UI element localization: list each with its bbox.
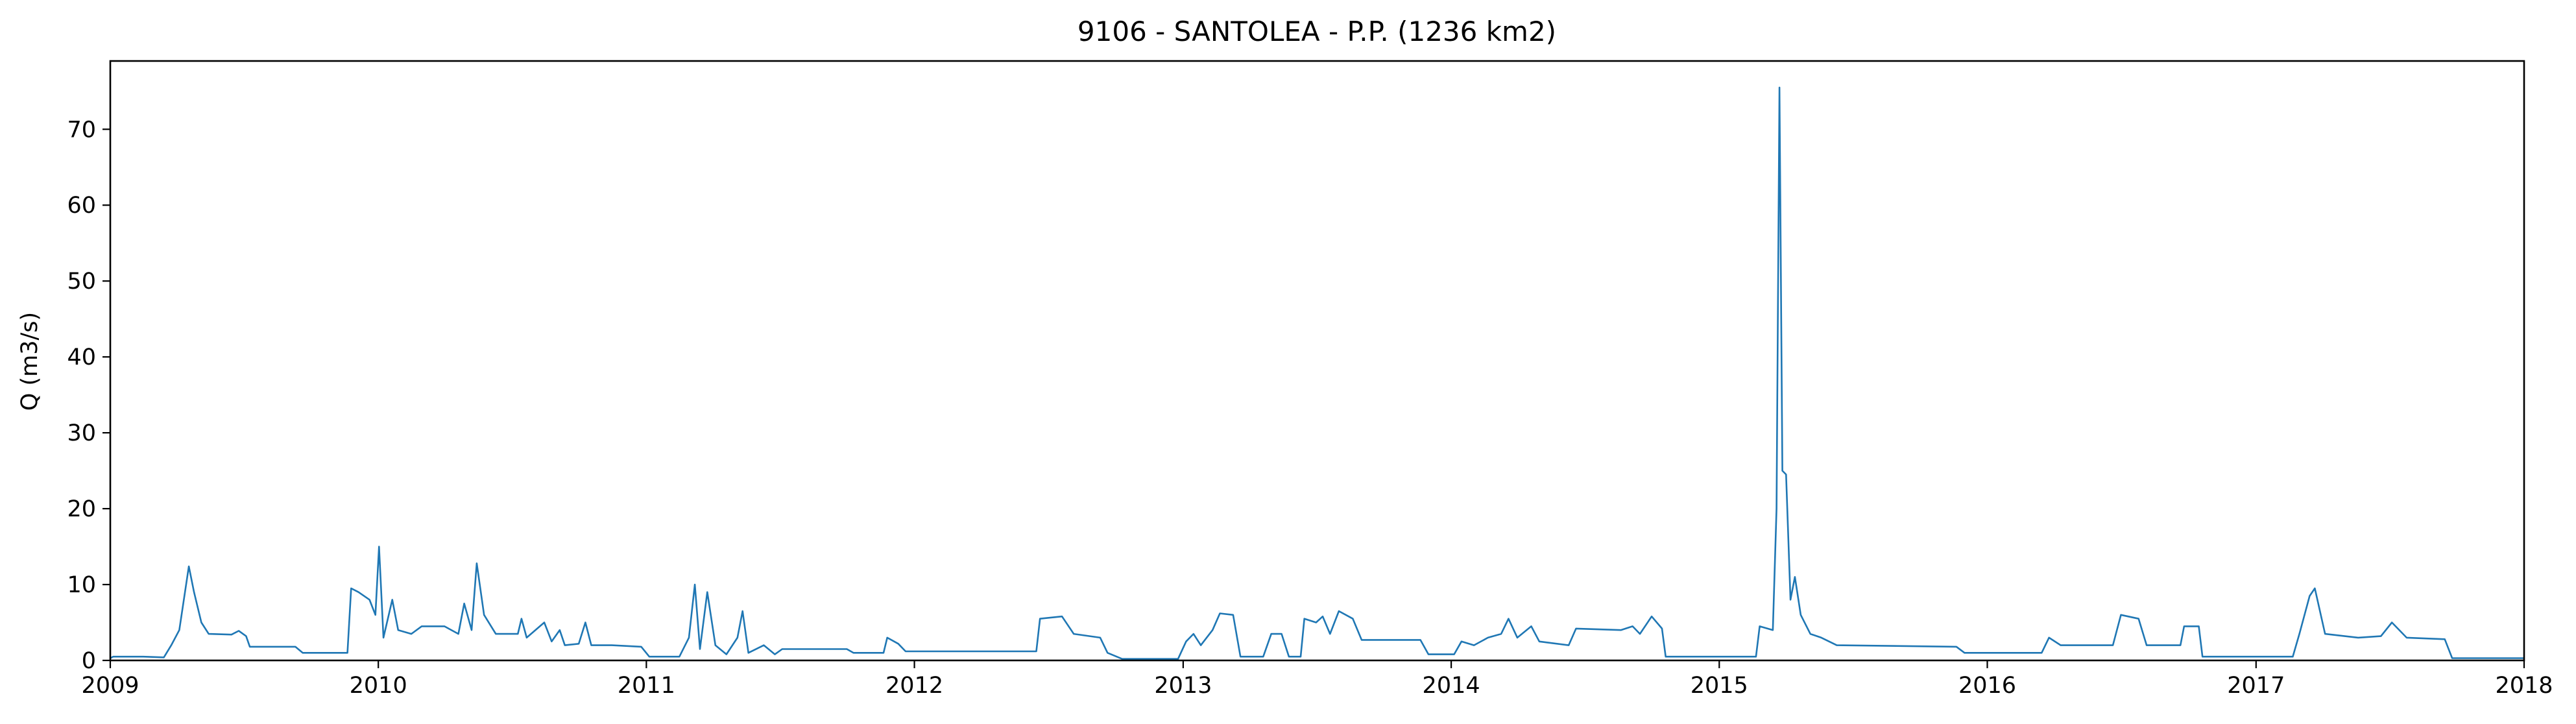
y-tick-label: 60 <box>67 193 96 219</box>
y-tick-label: 20 <box>67 496 96 522</box>
y-axis-label: Q (m3/s) <box>17 312 43 411</box>
x-tick-label: 2013 <box>1154 673 1212 699</box>
y-tick-label: 10 <box>67 572 96 598</box>
x-tick-label: 2014 <box>1423 673 1480 699</box>
x-tick-label: 2012 <box>885 673 943 699</box>
x-tick-label: 2011 <box>618 673 675 699</box>
x-tick-label: 2016 <box>1958 673 2016 699</box>
axes-frame <box>109 60 2525 662</box>
plot-area: 2009 2010 2011 2012 2013 2014 2015 2016 2017 2018… <box>67 60 2553 699</box>
y-tick-label: 50 <box>67 269 96 295</box>
chart-title: 9106 - SANTOLEA - P.P. (1236 km2) <box>1077 16 1556 47</box>
y-tick-label: 30 <box>67 420 96 446</box>
y-tick-label: 70 <box>67 117 96 143</box>
x-tick-label: 2010 <box>350 673 407 699</box>
series-line-0 <box>110 86 2523 660</box>
y-tick-label: 0 <box>82 648 96 674</box>
y-tick-label: 40 <box>67 344 96 370</box>
x-tick-label: 2015 <box>1691 673 1748 699</box>
x-tick-label: 2018 <box>2495 673 2553 699</box>
x-tick-label: 2017 <box>2227 673 2285 699</box>
x-tick-label: 2009 <box>81 673 139 699</box>
